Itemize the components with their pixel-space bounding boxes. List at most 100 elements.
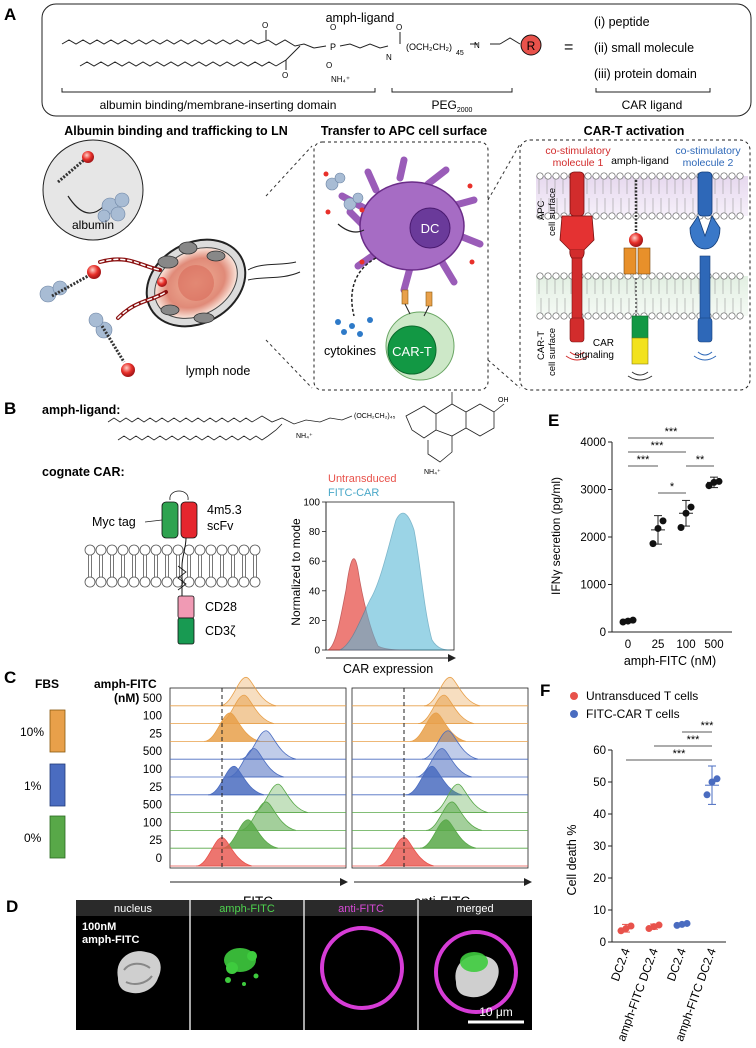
membrane-head [584, 172, 592, 180]
fbs-header: FBS [35, 677, 59, 691]
conc-label: 100 [143, 711, 162, 723]
ligand-structure-box [41, 3, 752, 117]
amph-fitc-header: amph-FITC [94, 677, 157, 691]
data-point [649, 540, 657, 548]
membrane-head [728, 312, 736, 320]
histogram-peak [221, 819, 279, 849]
peg-subscript: 45 [456, 50, 464, 57]
histogram-peak [377, 837, 435, 867]
membrane-head [584, 312, 592, 320]
membrane-head [84, 576, 96, 588]
membrane-head [117, 576, 129, 588]
histogram-xlabel: CAR expression [343, 662, 433, 676]
membrane-head [656, 172, 664, 180]
option-small-molecule: (ii) small molecule [594, 41, 694, 55]
lymphatic-vessels [98, 257, 168, 320]
conc-label: 500 [143, 693, 162, 705]
costim-1-label: co-stimulatory molecule 1 [545, 145, 611, 169]
membrane-head [608, 272, 616, 280]
conc-label: 100 [143, 817, 162, 829]
fitc-ligand-structure [107, 392, 505, 463]
micrograph-header-merged: merged [456, 903, 493, 915]
conc-label: 25 [149, 782, 162, 794]
option-protein-domain: (iii) protein domain [594, 67, 697, 81]
data-point [705, 482, 713, 490]
nm-header: (nM) [114, 691, 139, 705]
fitc-ligand-nh4-2: NH₄⁺ [424, 469, 441, 476]
panel-letter-e: E [548, 411, 559, 430]
membrane-head [680, 272, 688, 280]
conc-labels: 500 100 25 500 100 25 500 100 25 0 [143, 693, 162, 865]
transfer-ligand-beads [323, 171, 475, 265]
membrane-head [680, 172, 688, 180]
membrane-head [736, 272, 744, 280]
phosphate-o: O [330, 23, 336, 32]
membrane-head [712, 272, 720, 280]
transfer-albumin [325, 172, 364, 211]
y-tick-label: 40 [593, 809, 606, 821]
phosphate-oh: O [326, 61, 332, 70]
histogram-peak [419, 819, 477, 849]
y-tick-label: 3000 [580, 485, 606, 497]
histogram-peak [425, 801, 483, 831]
y-tick-label: 2000 [580, 532, 606, 544]
membrane-head [552, 312, 560, 320]
section-title-transfer: Transfer to APC cell surface [321, 124, 487, 138]
membrane-head [536, 312, 544, 320]
apc-surface-label: APCcell surface [536, 188, 558, 236]
membrane-head [640, 172, 648, 180]
membrane-head [680, 212, 688, 220]
amph-ligand-label: amph-ligand [611, 155, 669, 167]
membrane-head [106, 544, 118, 556]
membrane-head [205, 576, 217, 588]
data-point [655, 921, 663, 929]
data-point [683, 919, 691, 927]
membrane-head [536, 272, 544, 280]
y-tick-label: 0 [600, 937, 606, 949]
membrane-head [656, 212, 664, 220]
ligand-r-label: R [527, 39, 536, 53]
membrane-head [560, 172, 568, 180]
data-point [703, 791, 711, 799]
fitc-histogram-panel [169, 676, 347, 869]
car-construct [161, 490, 198, 645]
section-title-trafficking: Albumin binding and trafficking to LN [64, 124, 288, 138]
anti-fitc-image [320, 926, 404, 1010]
significance-label: *** [637, 454, 651, 466]
data-point [677, 524, 685, 531]
y-tick-label: 80 [309, 527, 321, 538]
membrane-head [664, 312, 672, 320]
car-signaling-label: CAR signaling [575, 338, 614, 361]
phosphate-p: P [330, 42, 336, 52]
y-tick-label: 100 [303, 498, 320, 509]
membrane-head [712, 172, 720, 180]
histogram-x-arrowhead [448, 654, 456, 662]
histogram-fitc-car [339, 512, 451, 651]
lipid-tails [61, 30, 315, 70]
membrane-head [552, 172, 560, 180]
panel-letter-d: D [6, 897, 18, 916]
histogram-frame [169, 687, 347, 869]
albumin-ligand-complex-2 [88, 312, 135, 377]
zoom-line-top [265, 145, 313, 197]
domain-label-peg: PEG2000 [432, 98, 473, 114]
fbs-swatch-0 [49, 815, 66, 859]
membrane-head [616, 312, 624, 320]
membrane-head [608, 212, 616, 220]
membrane-head [600, 212, 608, 220]
membrane-head [227, 544, 239, 556]
x-tick-label: 25 [652, 639, 665, 651]
fbs-level-10: 10% [20, 725, 44, 739]
scale-bar-label: 10 μm [479, 1005, 513, 1019]
membrane-head [608, 172, 616, 180]
legend-untransduced-t: Untransduced T cells [586, 689, 698, 703]
membrane-head [624, 212, 632, 220]
option-peptide: (i) peptide [594, 15, 650, 29]
membrane-head [544, 312, 552, 320]
section-title-activation: CAR-T activation [584, 124, 685, 138]
membrane-head [172, 544, 184, 556]
albumin-inset-bead [82, 151, 94, 163]
membrane-head [664, 212, 672, 220]
membrane-head [194, 544, 206, 556]
